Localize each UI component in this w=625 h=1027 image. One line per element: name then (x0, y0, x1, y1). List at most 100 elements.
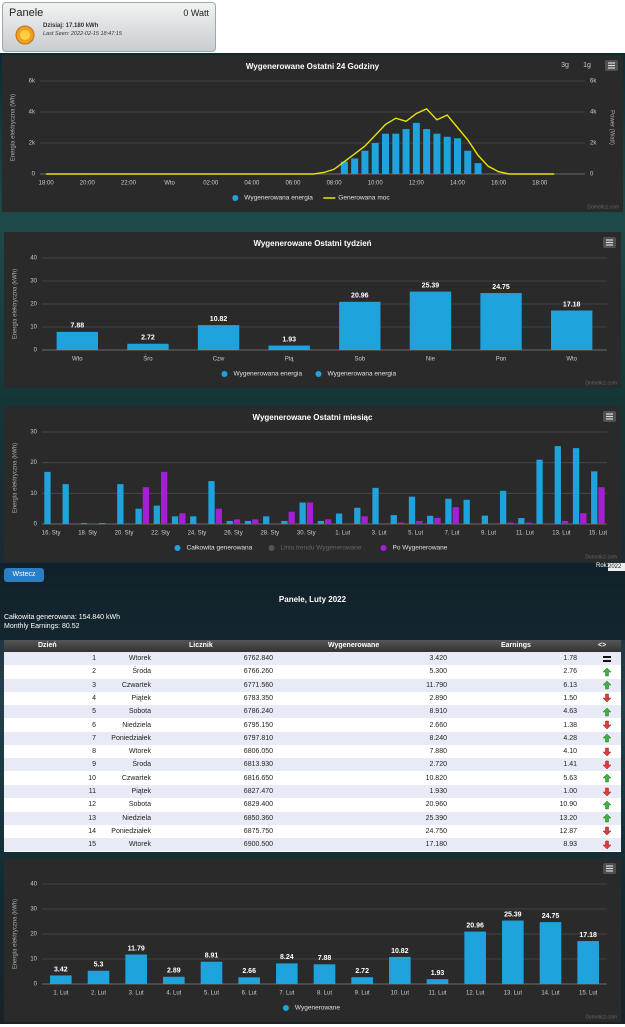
weekday: Niedziela (122, 814, 151, 822)
bar (281, 520, 288, 524)
bar (397, 522, 405, 524)
bar (443, 136, 451, 174)
column-header[interactable]: Earnings (501, 642, 531, 649)
legend-item[interactable]: Wygenerowana energia (232, 195, 313, 202)
x-tick-label: 13. Lut (504, 991, 523, 997)
sun-icon (15, 25, 35, 45)
legend-item[interactable]: Całkowita generowana (174, 545, 253, 552)
x-tick-label: 10. Lut (391, 991, 410, 997)
day-number: 15 (88, 841, 96, 849)
bar (351, 977, 373, 984)
weekday: Piątek (131, 788, 151, 795)
legend-item[interactable]: Wygenerowana energia (221, 371, 303, 378)
day-number: 7 (92, 734, 96, 742)
bar (117, 484, 124, 524)
today-text: Dzisiaj: 17.180 kWh (43, 23, 99, 29)
day-number: 12 (88, 801, 96, 809)
bar (453, 138, 461, 174)
year-select[interactable]: 2022 (608, 563, 625, 571)
legend-marker (282, 1005, 289, 1011)
chart-svg: 0 10 20 30 40 Energia elektryczna (kWh) 1. Lut… (4, 858, 621, 1022)
x-tick-label: Wto (72, 357, 83, 363)
bar (572, 448, 580, 524)
range-button[interactable]: 3g (561, 62, 569, 69)
legend-item[interactable]: Wygenerowane (282, 1005, 340, 1012)
credits: Domoticz.com (585, 380, 617, 386)
counter: 6875.750 (243, 827, 273, 835)
bar (163, 976, 185, 984)
bar (325, 519, 332, 524)
bar (480, 293, 522, 350)
earnings: 4.10 (563, 748, 577, 756)
y-tick-label: 6k (29, 79, 36, 85)
bar (423, 129, 431, 174)
x-tick-label: 14. Lut (541, 991, 560, 997)
data-label: 10.82 (391, 948, 409, 955)
range-button[interactable]: 1g (583, 62, 591, 69)
x-tick-label: 1. Lut (335, 531, 350, 537)
device-widget[interactable]: Panele 0 Watt Dzisiaj: 17.180 kWh Last S… (2, 2, 216, 52)
x-tick-label: 08:00 (327, 181, 343, 187)
weekday: Sobota (128, 801, 151, 809)
data-label: 7.88 (71, 323, 85, 330)
table-row: 5 Sobota 6786.240 8.910 4.63 (4, 705, 621, 719)
legend-item[interactable]: Po Wygenerowane (380, 545, 448, 552)
x-tick-label: 18:00 (532, 181, 548, 187)
data-label: 1.93 (282, 336, 296, 343)
legend-marker (315, 371, 322, 377)
x-tick-label: 14:00 (450, 181, 466, 187)
chart-days: 0 10 20 30 40 Energia elektryczna (kWh) 1. Lut… (4, 858, 621, 1022)
chart-svg: Wygenerowane Ostatni miesiąc 0 10 20 30 Energ… (4, 406, 621, 562)
day-number: 8 (92, 748, 96, 756)
bar (56, 331, 98, 350)
day-number: 1 (92, 655, 96, 662)
power-line (46, 108, 555, 175)
data-label: 5.3 (94, 962, 104, 969)
counter: 6795.150 (243, 721, 273, 729)
x-tick-label: Sob (354, 357, 365, 363)
column-header[interactable]: Wygenerowane (328, 642, 380, 649)
menu-button[interactable] (603, 411, 616, 422)
x-tick-label: Czw (213, 357, 225, 363)
x-tick-label: 04:00 (244, 181, 260, 187)
menu-button[interactable] (603, 863, 616, 874)
generated: 7.880 (429, 748, 447, 756)
back-button[interactable]: Wstecz (4, 568, 44, 582)
menu-button[interactable] (603, 237, 616, 248)
earnings: 2.76 (563, 668, 577, 676)
trend-icon (602, 667, 612, 677)
legend-item[interactable]: Generowana moc (323, 195, 390, 202)
trend-icon (602, 747, 612, 756)
total-text: Całkowita generowana: 154.840 kWh (4, 614, 120, 621)
column-header[interactable]: Dzień (38, 642, 57, 649)
counter: 6797.810 (243, 734, 273, 742)
legend-item[interactable]: Wygenerowana energia (315, 371, 397, 378)
y2-tick-label: 6k (590, 79, 597, 85)
menu-button[interactable] (605, 60, 618, 71)
data-label: 20.96 (351, 293, 369, 300)
up-arrow (602, 707, 612, 716)
legend-label: Wygenerowana energia (234, 371, 303, 378)
day-number: 14 (88, 827, 96, 835)
up-arrow (602, 813, 612, 823)
chart-background (4, 406, 621, 562)
chart-month: Wygenerowane Ostatni miesiąc 0 10 20 30 Energ… (4, 406, 621, 562)
earnings: 4.28 (563, 734, 577, 742)
legend-marker (232, 195, 239, 201)
weekday: Środa (132, 761, 151, 769)
bar (160, 471, 168, 524)
bar (87, 970, 110, 984)
sort-icon[interactable]: <> (598, 642, 607, 649)
trend-icon (602, 720, 612, 730)
generated: 2.660 (429, 721, 447, 729)
x-tick-label: 3. Lut (129, 991, 144, 997)
device-name: Panele (9, 7, 44, 19)
counter: 6766.260 (243, 668, 273, 676)
column-header[interactable]: Licznik (189, 642, 213, 649)
legend-marker (174, 545, 181, 551)
legend-item[interactable]: Linia trendu Wygenerowane (268, 545, 362, 552)
bar (408, 496, 416, 524)
chart-24h: Wygenerowane Ostatni 24 Godziny 3g 1g 0 2k 4k… (2, 55, 623, 212)
y-tick-label: 10 (30, 957, 37, 963)
bar (317, 520, 324, 524)
